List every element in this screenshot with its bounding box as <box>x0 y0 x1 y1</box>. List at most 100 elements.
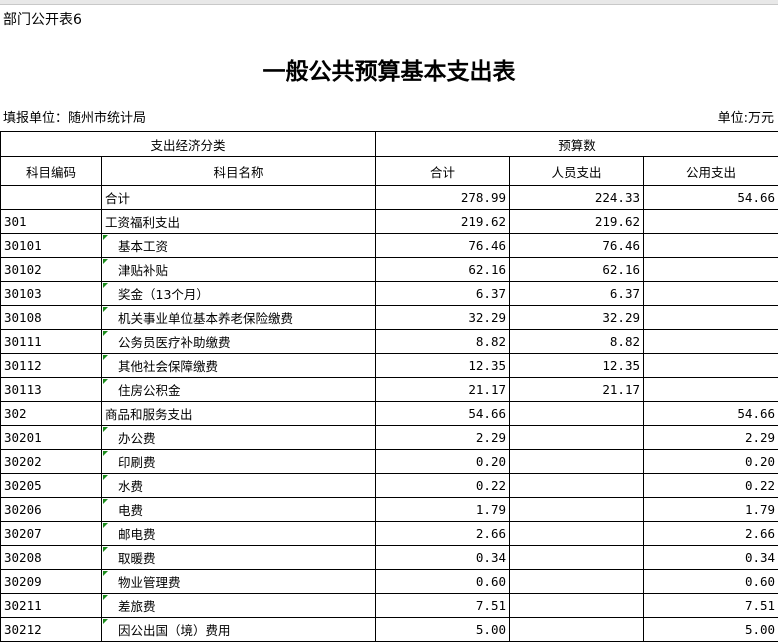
table-row: 30209 物业管理费 0.60 0.60 <box>0 569 778 594</box>
item-name: 差旅费 <box>100 593 377 618</box>
group-header: 支出经济分类 <box>0 131 377 157</box>
public-expense: 1.79 <box>643 497 778 522</box>
total: 5.00 <box>375 617 511 642</box>
personnel-expense: 219.62 <box>509 209 645 234</box>
public-expense <box>643 257 778 282</box>
personnel-expense <box>509 545 645 570</box>
public-expense: 5.00 <box>643 617 778 642</box>
item-name: 住房公积金 <box>100 377 377 402</box>
item-code: 30201 <box>0 425 102 450</box>
item-name: 印刷费 <box>100 449 377 474</box>
header-row: 支出经济分类 预算数 <box>0 131 778 157</box>
total: 21.17 <box>375 377 511 402</box>
public-expense: 0.60 <box>643 569 778 594</box>
public-expense <box>643 377 778 402</box>
item-code: 30205 <box>0 473 102 498</box>
total: 0.34 <box>375 545 511 570</box>
sheet-header-strip <box>0 0 778 5</box>
item-code: 30206 <box>0 497 102 522</box>
public-expense <box>643 233 778 258</box>
table-row: 30201 办公费 2.29 2.29 <box>0 425 778 450</box>
public-expense <box>643 209 778 234</box>
group-header: 预算数 <box>375 131 778 157</box>
table-row: 30205 水费 0.22 0.22 <box>0 473 778 498</box>
personnel-expense <box>509 497 645 522</box>
item-name: 水费 <box>100 473 377 498</box>
item-name: 合计 <box>100 185 377 210</box>
item-name: 津贴补贴 <box>100 257 377 282</box>
item-name: 因公出国（境）费用 <box>100 617 377 642</box>
item-code: 30212 <box>0 617 102 642</box>
table-row: 30103 奖金（13个月） 6.37 6.37 <box>0 281 778 306</box>
personnel-expense <box>509 473 645 498</box>
public-expense <box>643 353 778 378</box>
public-expense: 7.51 <box>643 593 778 618</box>
page-title: 一般公共预算基本支出表 <box>262 58 516 85</box>
total: 6.37 <box>375 281 511 306</box>
personnel-expense <box>509 401 645 426</box>
personnel-expense <box>509 617 645 642</box>
public-expense: 0.20 <box>643 449 778 474</box>
item-code: 30111 <box>0 329 102 354</box>
budget-table: 支出经济分类 预算数 科目编码 科目名称 合计 人员支出 公用支出 合计 278.… <box>0 131 778 642</box>
personnel-expense <box>509 593 645 618</box>
item-name: 取暖费 <box>100 545 377 570</box>
table-number: 部门公开表6 <box>3 12 82 28</box>
item-code: 30108 <box>0 305 102 330</box>
total: 8.82 <box>375 329 511 354</box>
personnel-expense <box>509 425 645 450</box>
item-name: 工资福利支出 <box>100 209 377 234</box>
item-name: 商品和服务支出 <box>100 401 377 426</box>
item-code: 30102 <box>0 257 102 282</box>
item-name: 其他社会保障缴费 <box>100 353 377 378</box>
item-code: 30208 <box>0 545 102 570</box>
personnel-expense: 8.82 <box>509 329 645 354</box>
public-expense <box>643 281 778 306</box>
table-row: 30207 邮电费 2.66 2.66 <box>0 521 778 546</box>
column-header: 科目名称 <box>100 156 377 186</box>
currency-unit: 单位:万元 <box>717 111 774 126</box>
total: 32.29 <box>375 305 511 330</box>
public-expense: 2.66 <box>643 521 778 546</box>
public-expense: 54.66 <box>643 185 778 210</box>
total: 12.35 <box>375 353 511 378</box>
public-expense <box>643 305 778 330</box>
table-row: 30113 住房公积金 21.17 21.17 <box>0 377 778 402</box>
item-code: 30202 <box>0 449 102 474</box>
item-code: 302 <box>0 401 102 426</box>
header-row: 科目编码 科目名称 合计 人员支出 公用支出 <box>0 156 778 186</box>
item-code <box>0 185 102 210</box>
reporting-unit: 填报单位：随州市统计局 <box>3 111 147 126</box>
item-code: 30101 <box>0 233 102 258</box>
total: 62.16 <box>375 257 511 282</box>
personnel-expense: 12.35 <box>509 353 645 378</box>
personnel-expense: 224.33 <box>509 185 645 210</box>
total: 0.20 <box>375 449 511 474</box>
item-code: 301 <box>0 209 102 234</box>
column-header: 公用支出 <box>643 156 778 186</box>
item-code: 30112 <box>0 353 102 378</box>
public-expense <box>643 329 778 354</box>
column-header: 合计 <box>375 156 511 186</box>
total: 0.22 <box>375 473 511 498</box>
total: 2.29 <box>375 425 511 450</box>
total: 1.79 <box>375 497 511 522</box>
personnel-expense: 6.37 <box>509 281 645 306</box>
public-expense: 0.34 <box>643 545 778 570</box>
table-row: 合计 278.99 224.33 54.66 <box>0 185 778 210</box>
public-expense: 54.66 <box>643 401 778 426</box>
personnel-expense: 76.46 <box>509 233 645 258</box>
table-row: 30108 机关事业单位基本养老保险缴费 32.29 32.29 <box>0 305 778 330</box>
item-code: 30113 <box>0 377 102 402</box>
item-name: 公务员医疗补助缴费 <box>100 329 377 354</box>
item-name: 奖金（13个月） <box>100 281 377 306</box>
table-row: 30212 因公出国（境）费用 5.00 5.00 <box>0 617 778 642</box>
total: 76.46 <box>375 233 511 258</box>
item-name: 物业管理费 <box>100 569 377 594</box>
table-row: 30206 电费 1.79 1.79 <box>0 497 778 522</box>
personnel-expense <box>509 449 645 474</box>
personnel-expense <box>509 521 645 546</box>
total: 2.66 <box>375 521 511 546</box>
column-header: 科目编码 <box>0 156 102 186</box>
